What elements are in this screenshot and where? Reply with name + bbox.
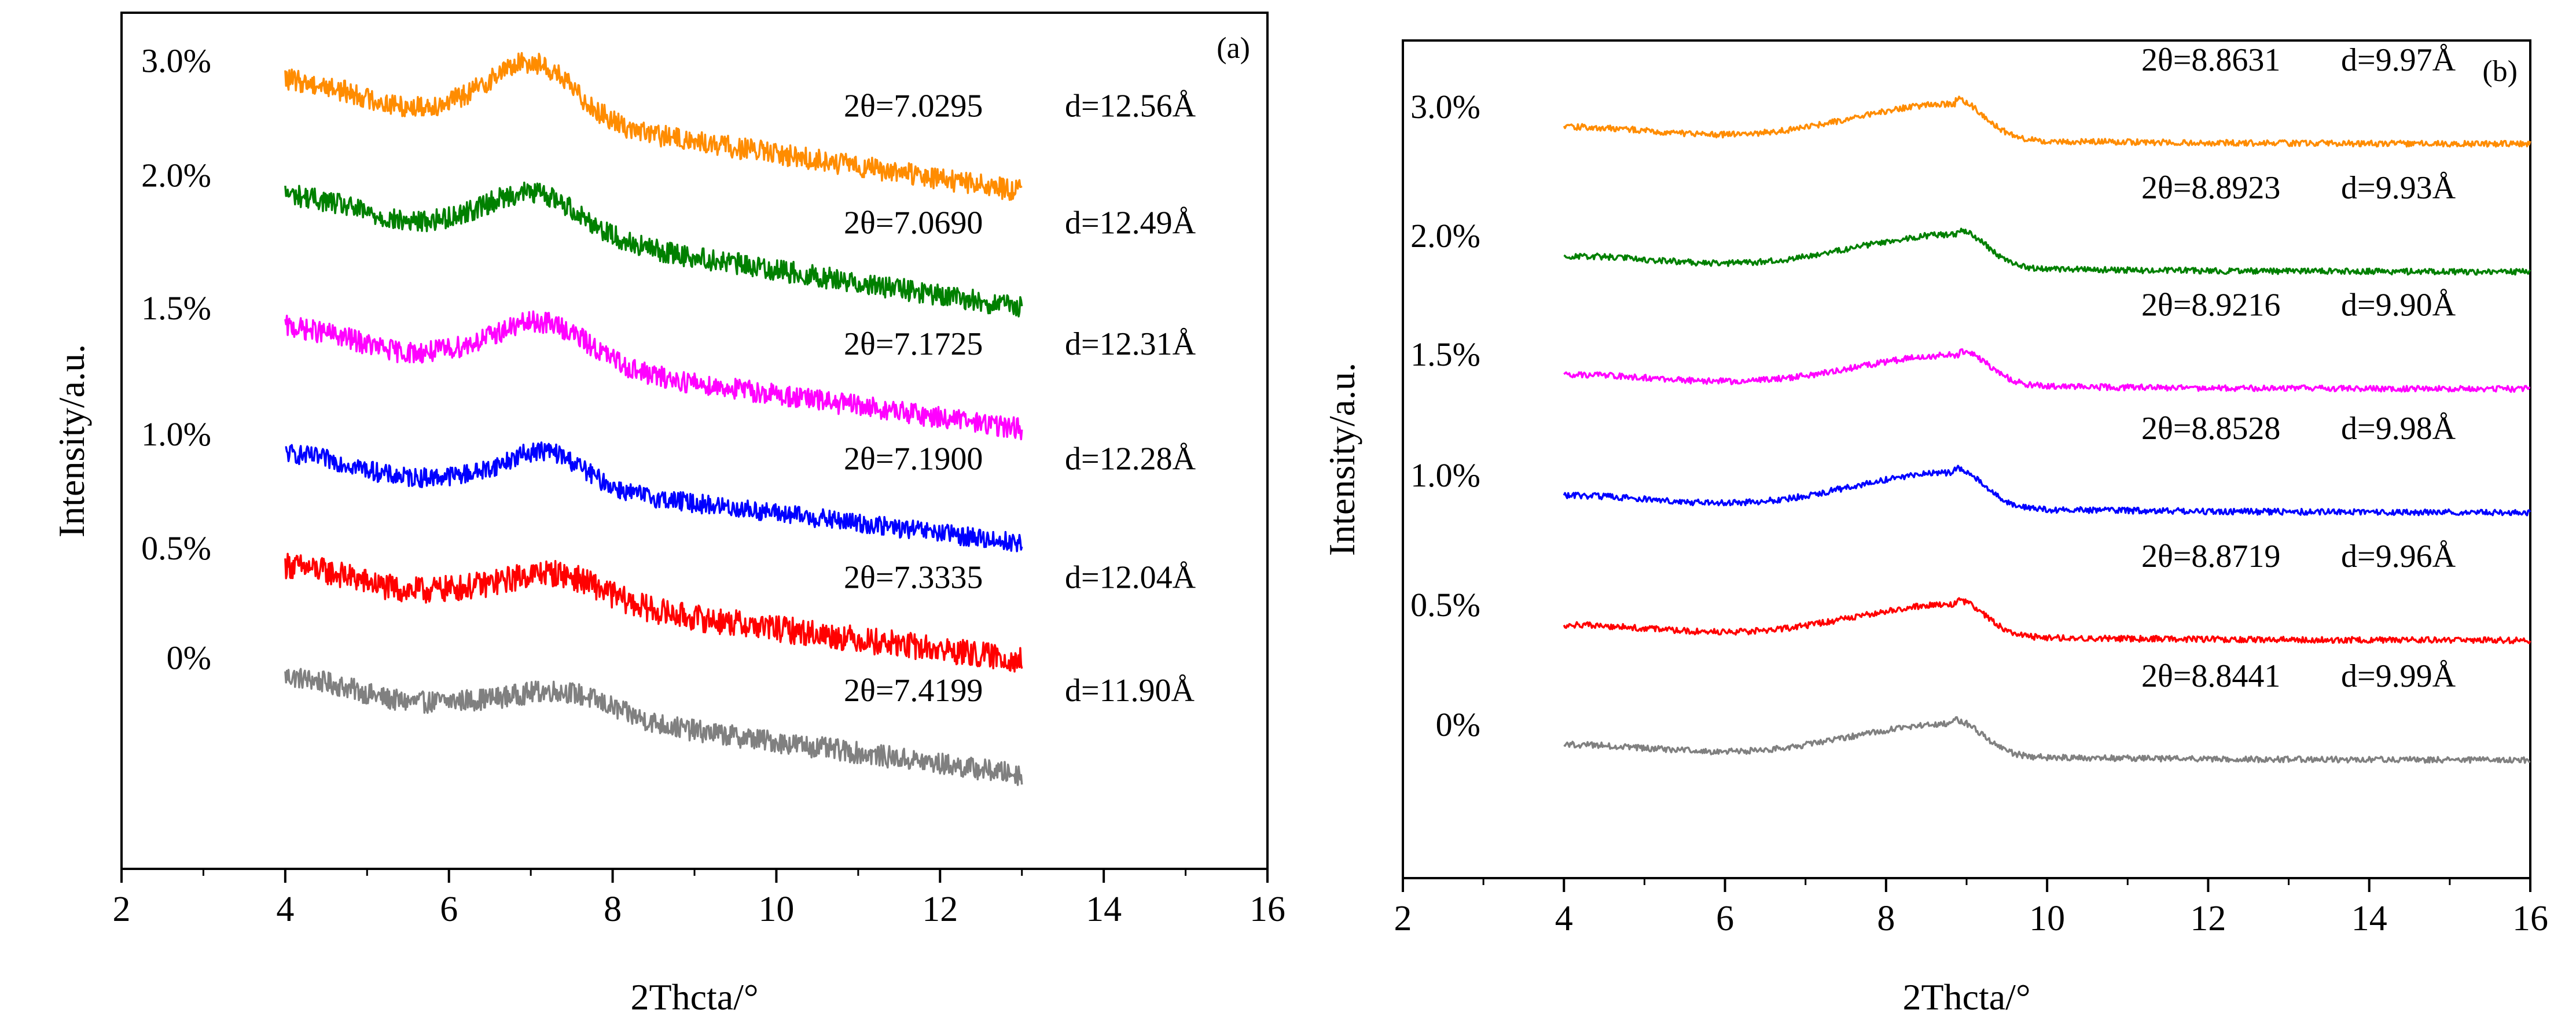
- peak-angle-annotation: 2θ=7.3335: [844, 559, 983, 595]
- peak-angle-annotation: 2θ=7.1725: [844, 326, 983, 362]
- x-tick-label: 4: [1555, 899, 1573, 938]
- x-tick-label: 10: [758, 890, 794, 929]
- x-tick-label: 16: [1250, 890, 1285, 929]
- panel-a-series: [284, 51, 1023, 786]
- panel-b-label: (b): [2482, 55, 2518, 88]
- panel-b-y-axis-label: Intensity/a.u.: [1321, 363, 1362, 556]
- panel-b-x-ticks: 2 4 6 8 10 12 14 16: [1394, 878, 2548, 938]
- panel-a: 2 4 6 8 10 12 14 16 0% 2θ=7.4199 d=11.90Å 0.5% 2θ=7…: [51, 12, 1285, 1018]
- peak-angle-annotation: 2θ=8.8441: [2141, 658, 2280, 694]
- series-label: 2.0%: [1410, 217, 1480, 255]
- d-spacing-annotation: d=12.56Å: [1065, 89, 1196, 124]
- peak-angle-annotation: 2θ=7.1900: [844, 441, 983, 477]
- d-spacing-annotation: d=12.28Å: [1065, 441, 1196, 477]
- x-tick-label: 16: [2512, 899, 2548, 938]
- x-tick-label: 14: [1086, 890, 1122, 929]
- x-tick-label: 6: [440, 890, 458, 929]
- d-spacing-annotation: d=9.93Å: [2341, 170, 2456, 206]
- x-tick-label: 12: [2190, 899, 2226, 938]
- series-label: 0%: [1436, 706, 1480, 743]
- x-tick-label: 2: [1394, 899, 1412, 938]
- panel-a-y-axis-label: Intensity/a.u.: [51, 344, 92, 537]
- series-line-0pct: [284, 668, 1023, 786]
- peak-angle-annotation: 2θ=8.8631: [2141, 42, 2280, 78]
- x-tick-label: 12: [922, 890, 958, 929]
- x-tick-label: 8: [1877, 899, 1895, 938]
- series-line-1-5pct: [284, 310, 1023, 441]
- series-label: 1.5%: [141, 289, 211, 327]
- panel-b-labels: 0% 2θ=8.8441 d=9.99Å 0.5% 2θ=8.8719 d=9.96Å 1.…: [1410, 42, 2456, 743]
- series-label: 1.0%: [1410, 456, 1480, 494]
- series-label: 0.5%: [1410, 586, 1480, 624]
- series-line-1-0pct: [1563, 465, 2531, 517]
- panel-b-series: [1563, 95, 2531, 764]
- series-line-1-0pct: [285, 441, 1023, 552]
- series-label: 2.0%: [141, 157, 211, 194]
- peak-angle-annotation: 2θ=8.8719: [2141, 539, 2280, 574]
- peak-angle-annotation: 2θ=8.8528: [2141, 411, 2280, 447]
- series-label: 0%: [167, 639, 211, 676]
- series-line-0-5pct: [1563, 597, 2531, 644]
- series-line-1-5pct: [1563, 348, 2531, 393]
- d-spacing-annotation: d=9.97Å: [2341, 42, 2456, 78]
- peak-angle-annotation: 2θ=7.0295: [844, 89, 983, 124]
- x-tick-label: 2: [113, 890, 131, 929]
- series-line-2-0pct: [1563, 227, 2531, 276]
- d-spacing-annotation: d=12.49Å: [1065, 205, 1196, 241]
- x-tick-label: 10: [2029, 899, 2065, 938]
- x-tick-label: 6: [1716, 899, 1734, 938]
- x-tick-label: 4: [276, 890, 294, 929]
- panel-b: 2 4 6 8 10 12 14 16 0% 2θ=8.8441 d=9.99Å 0.5% 2θ=8.…: [1321, 39, 2548, 1018]
- series-label: 1.5%: [1410, 336, 1480, 373]
- series-label: 3.0%: [141, 42, 211, 80]
- x-tick-label: 8: [604, 890, 622, 929]
- series-line-0pct: [1563, 716, 2531, 764]
- series-line-3-0pct: [1563, 95, 2531, 148]
- d-spacing-annotation: d=9.99Å: [2341, 658, 2456, 694]
- series-line-3-0pct: [284, 51, 1023, 201]
- d-spacing-annotation: d=9.98Å: [2341, 411, 2456, 447]
- panel-a-labels: 0% 2θ=7.4199 d=11.90Å 0.5% 2θ=7.3335 d=12.04Å…: [141, 42, 1196, 709]
- d-spacing-annotation: d=12.31Å: [1065, 326, 1196, 362]
- peak-angle-annotation: 2θ=8.9216: [2141, 288, 2280, 323]
- series-line-0-5pct: [284, 552, 1023, 673]
- d-spacing-annotation: d=12.04Å: [1065, 559, 1196, 595]
- d-spacing-annotation: d=9.96Å: [2341, 539, 2456, 574]
- d-spacing-annotation: d=9.90Å: [2341, 288, 2456, 323]
- series-label: 0.5%: [141, 529, 211, 567]
- panel-a-x-axis-label: 2Thcta/°: [630, 976, 758, 1018]
- series-label: 3.0%: [1410, 88, 1480, 126]
- x-tick-label: 14: [2351, 899, 2387, 938]
- peak-angle-annotation: 2θ=7.0690: [844, 205, 983, 241]
- peak-angle-annotation: 2θ=7.4199: [844, 673, 983, 709]
- panel-a-label: (a): [1217, 32, 1250, 65]
- peak-angle-annotation: 2θ=8.8923: [2141, 170, 2280, 206]
- series-line-2-0pct: [284, 181, 1023, 318]
- panel-a-x-ticks: 2 4 6 8 10 12 14 16: [113, 869, 1285, 929]
- panel-b-x-axis-label: 2Thcta/°: [1902, 976, 2030, 1018]
- d-spacing-annotation: d=11.90Å: [1065, 673, 1195, 709]
- series-label: 1.0%: [141, 415, 211, 453]
- panel-b-frame: [1402, 39, 2531, 879]
